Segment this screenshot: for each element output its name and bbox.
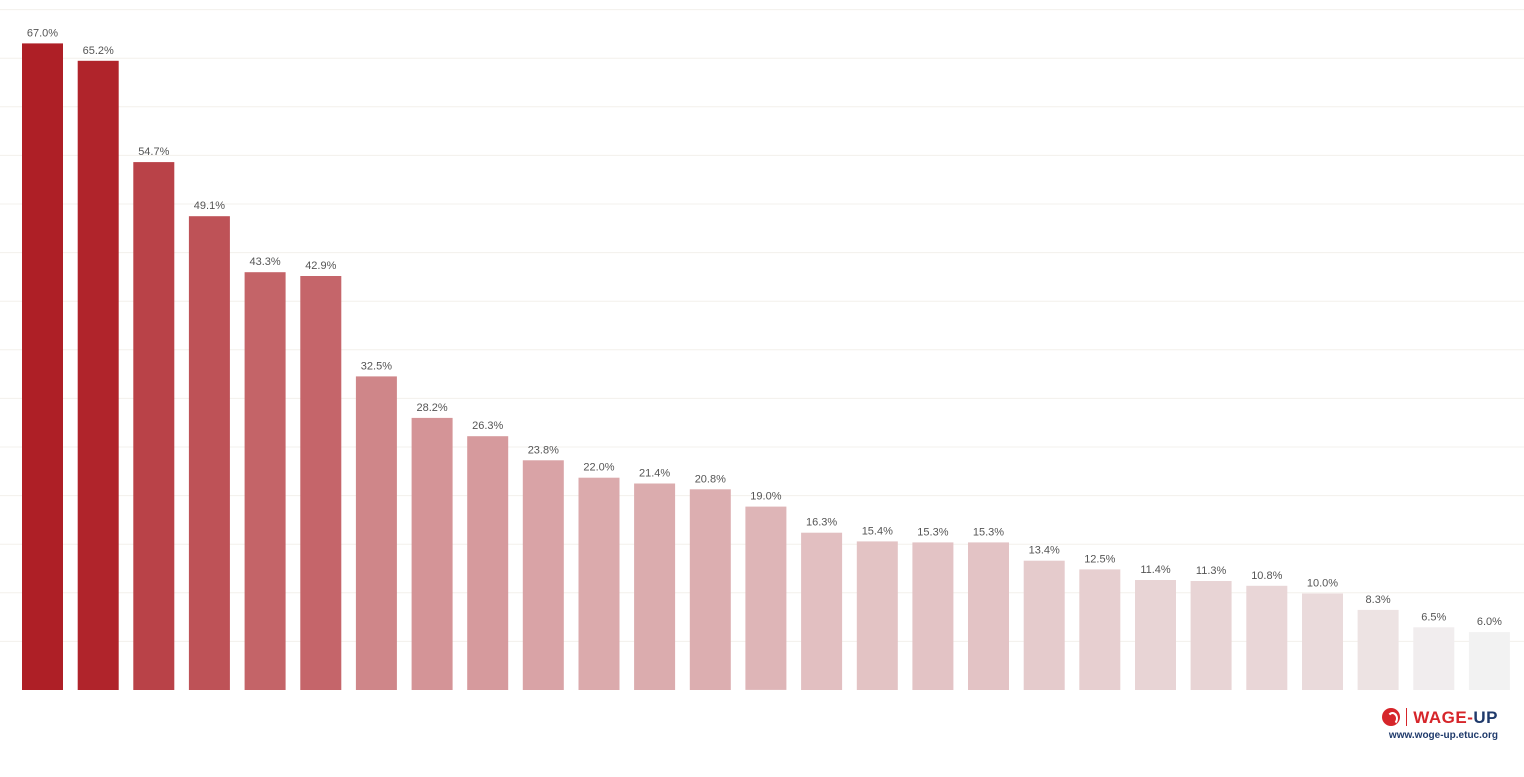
bar-value-label: 10.0% (1307, 578, 1338, 590)
bar-value-label: 54.7% (138, 146, 169, 158)
logo-name: WAGE-UP (1413, 709, 1498, 726)
bar-value-label: 15.4% (862, 525, 893, 537)
bar-value-label: 26.3% (472, 420, 503, 432)
bar (133, 162, 175, 691)
bar-value-label: 15.3% (973, 526, 1004, 538)
bar-value-label: 28.2% (416, 402, 447, 414)
bar-value-label: 11.4% (1140, 564, 1171, 576)
bar-value-label: 32.5% (361, 360, 392, 372)
bar-value-label: 12.5% (1084, 553, 1115, 565)
bar-value-label: 21.4% (639, 468, 670, 480)
bar-value-label: 23.8% (528, 444, 559, 456)
bar (634, 483, 676, 690)
wage-up-logo: WAGE-UP www.woge-up.etuc.org (1382, 708, 1498, 741)
bar (522, 460, 564, 690)
bar-value-label: 49.1% (194, 200, 225, 212)
bar-value-label: 19.0% (750, 491, 781, 503)
bar (411, 417, 453, 690)
bar (1468, 632, 1510, 690)
bars (22, 43, 1510, 691)
bar (1413, 627, 1455, 690)
bar-value-label: 22.0% (583, 462, 614, 474)
bar-value-label: 67.0% (27, 27, 58, 39)
logo-url: www.woge-up.etuc.org (1388, 730, 1498, 741)
bar (856, 541, 898, 690)
bar (300, 276, 342, 690)
bar (77, 60, 119, 691)
bar-value-label: 42.9% (305, 260, 336, 272)
bar-value-label: 8.3% (1366, 594, 1391, 606)
bar (745, 506, 787, 690)
bar (968, 542, 1009, 690)
bar-value-label: 20.8% (695, 473, 726, 485)
bar (1079, 569, 1121, 690)
bar (244, 272, 286, 690)
logo-divider (1406, 708, 1408, 726)
etuc-logo-icon (1382, 708, 1401, 726)
bar (1357, 609, 1399, 690)
bar (912, 542, 954, 690)
bar (355, 376, 397, 690)
bar-value-label: 10.8% (1251, 570, 1282, 582)
logo-name-part1: WAGE- (1413, 707, 1474, 727)
bar (689, 489, 731, 690)
bar-value-label: 13.4% (1029, 545, 1060, 557)
bar-value-label: 6.5% (1421, 611, 1446, 623)
bar-value-label: 43.3% (249, 256, 280, 268)
bar (1190, 581, 1232, 690)
bar-value-label: 11.3% (1196, 565, 1227, 577)
bar (467, 436, 509, 690)
bar (188, 216, 230, 690)
logo-name-part2: UP (1473, 707, 1498, 727)
bar (22, 43, 63, 690)
bar (578, 477, 620, 690)
bar (1135, 580, 1176, 690)
bar (1023, 560, 1065, 690)
bar (801, 532, 843, 690)
bar (1302, 593, 1343, 690)
bar-value-label: 16.3% (806, 517, 837, 529)
data-labels: 67.0% 65.2% 54.7% 49.1% 43.3% 42.9% 32.5% 28.2%… (27, 27, 1502, 628)
bar-value-label: 15.3% (917, 526, 948, 538)
bar-value-label: 6.0% (1477, 616, 1502, 628)
bar (1246, 585, 1288, 690)
bar-value-label: 65.2% (83, 45, 114, 57)
